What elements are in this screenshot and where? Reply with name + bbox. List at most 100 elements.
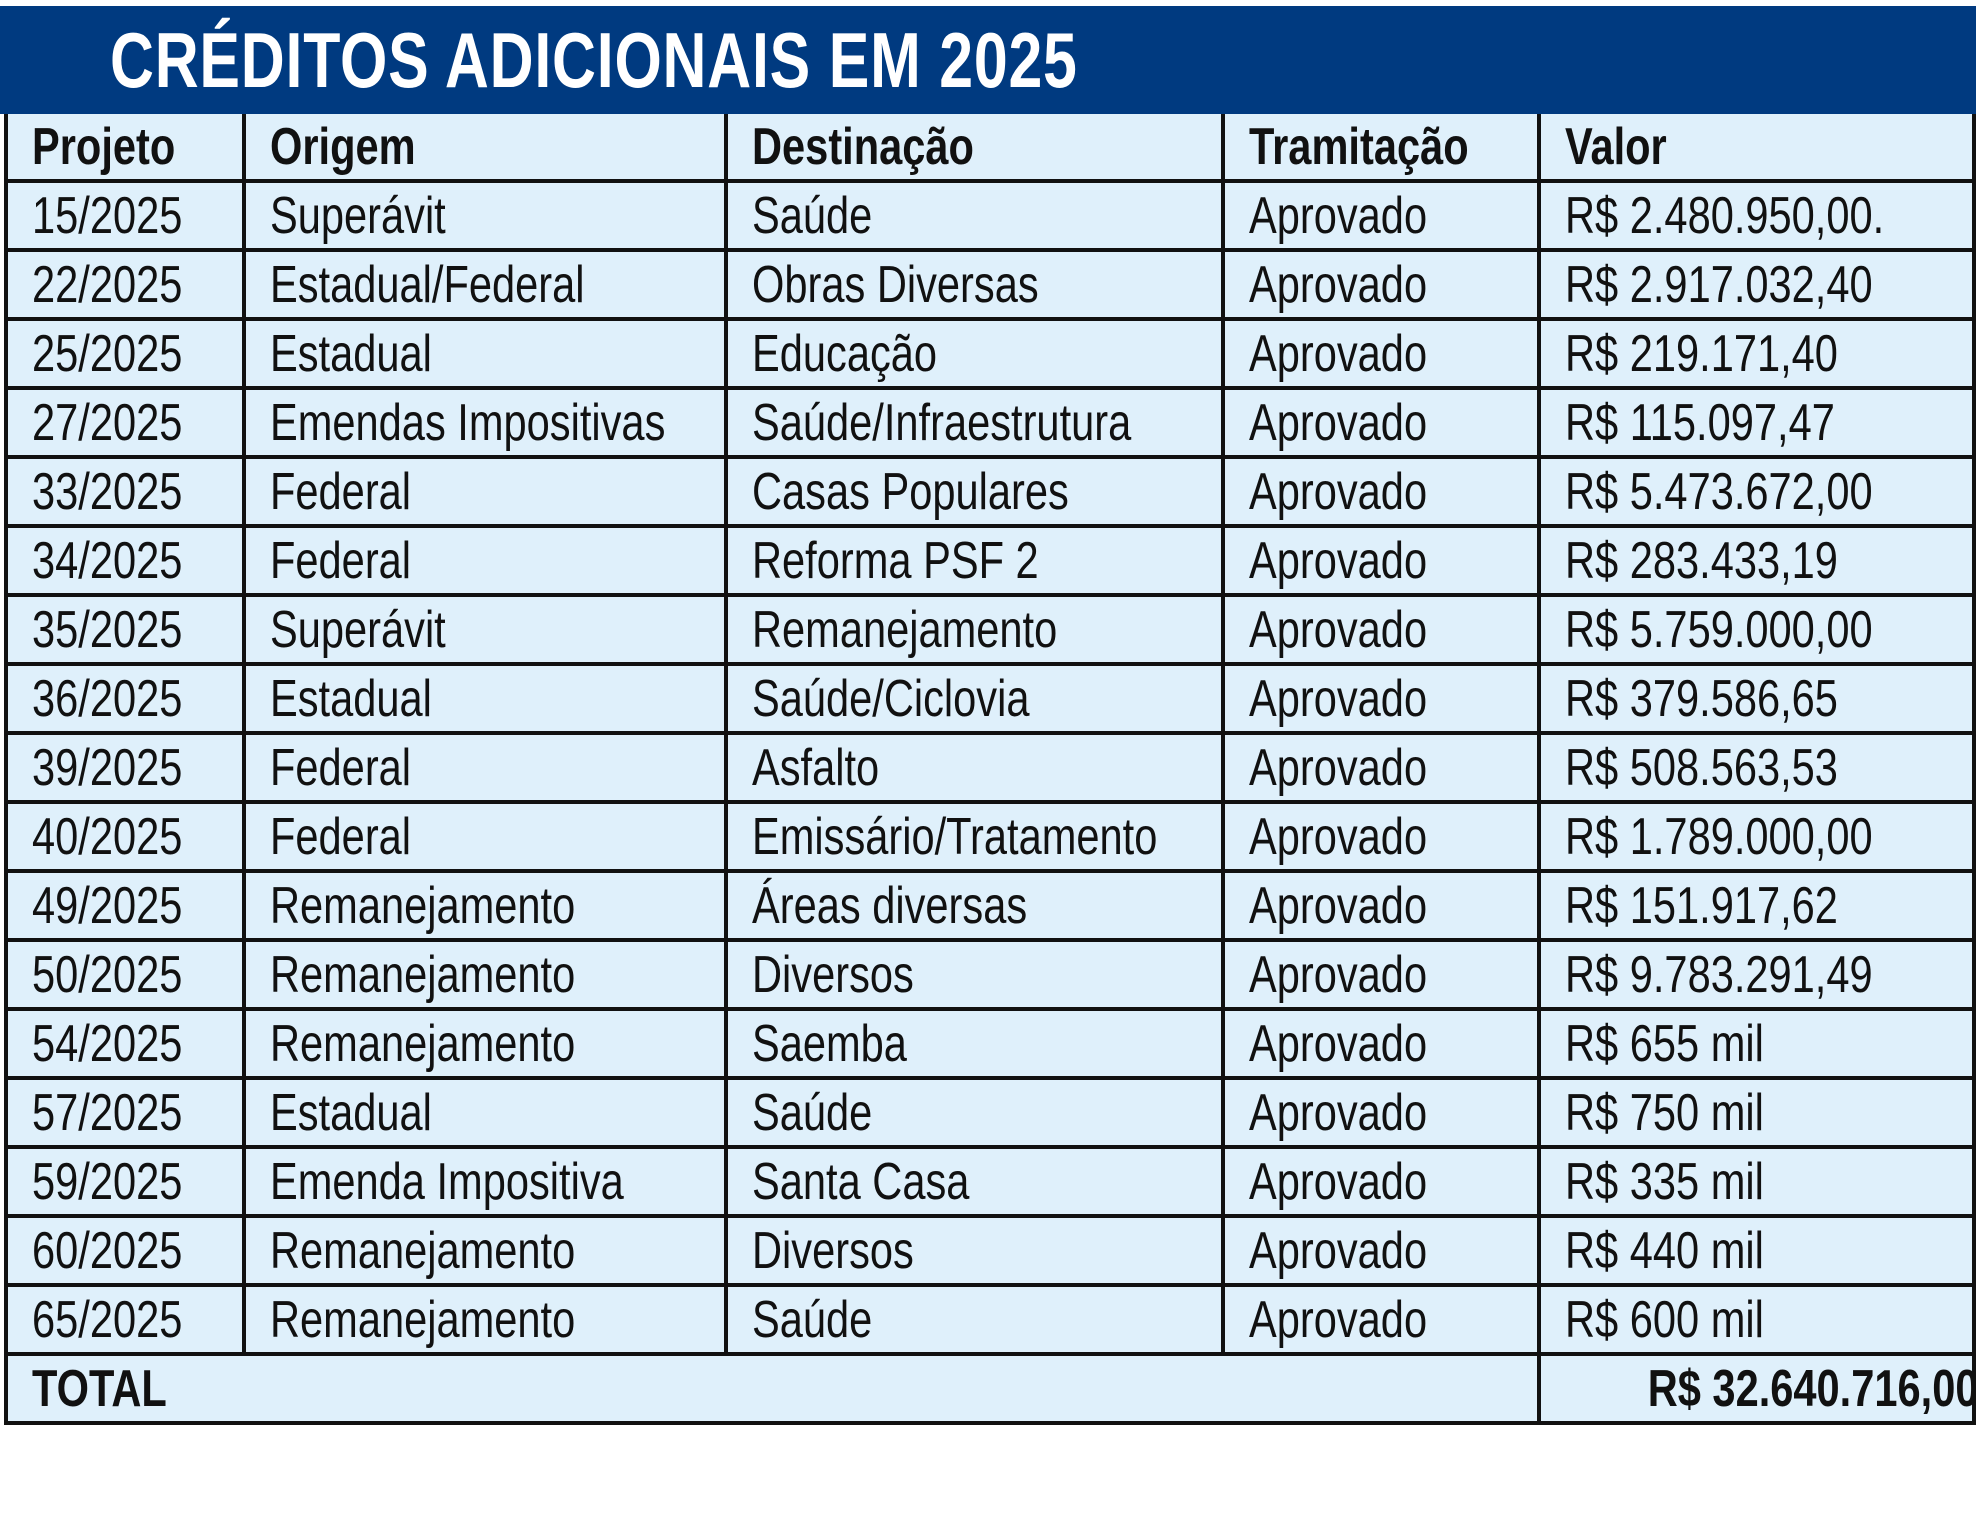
cell-text: Aprovado [1249, 1290, 1428, 1349]
cell-projeto: 59/2025 [4, 1145, 246, 1218]
cell-text: Saúde [752, 1083, 873, 1142]
cell-origem: Remanejamento [242, 1007, 728, 1080]
cell-text: Estadual [270, 1083, 432, 1142]
cell-text: Aprovado [1249, 807, 1428, 866]
cell-text: Remanejamento [270, 945, 576, 1004]
table-row: 35/2025 Superávit Remanejamento Aprovado R$ … [4, 593, 1976, 666]
cell-origem: Emendas Impositivas [242, 386, 728, 459]
cell-text: 59/2025 [32, 1152, 183, 1211]
cell-text: Aprovado [1249, 1152, 1428, 1211]
cell-text: Aprovado [1249, 1083, 1428, 1142]
page-title: CRÉDITOS ADICIONAIS EM 2025 [110, 16, 1078, 104]
cell-text: Remanejamento [270, 1290, 576, 1349]
cell-origem: Estadual [242, 1076, 728, 1149]
cell-text: Aprovado [1249, 600, 1428, 659]
cell-destinacao: Saemba [724, 1007, 1225, 1080]
header-label: Origem [270, 117, 416, 176]
cell-text: Aprovado [1249, 669, 1428, 728]
cell-text: 22/2025 [32, 255, 183, 314]
cell-text: Aprovado [1249, 324, 1428, 383]
cell-text: R$ 2.917.032,40 [1565, 255, 1873, 314]
cell-destinacao: Saúde/Ciclovia [724, 662, 1225, 735]
cell-text: Aprovado [1249, 531, 1428, 590]
cell-origem: Estadual [242, 662, 728, 735]
cell-tramitacao: Aprovado [1221, 731, 1541, 804]
cell-text: Federal [270, 462, 412, 521]
cell-origem: Federal [242, 731, 728, 804]
cell-text: R$ 379.586,65 [1565, 669, 1838, 728]
cell-tramitacao: Aprovado [1221, 1145, 1541, 1218]
cell-tramitacao: Aprovado [1221, 869, 1541, 942]
cell-text: Emendas Impositivas [270, 393, 666, 452]
cell-destinacao: Diversos [724, 1214, 1225, 1287]
header-tramitacao: Tramitação [1221, 114, 1541, 183]
cell-tramitacao: Aprovado [1221, 1076, 1541, 1149]
cell-text: R$ 600 mil [1565, 1290, 1764, 1349]
table-row: 36/2025 Estadual Saúde/Ciclovia Aprovado R$ … [4, 662, 1976, 735]
cell-text: Obras Diversas [752, 255, 1039, 314]
cell-text: Saúde [752, 1290, 873, 1349]
cell-tramitacao: Aprovado [1221, 455, 1541, 528]
cell-origem: Remanejamento [242, 869, 728, 942]
cell-destinacao: Asfalto [724, 731, 1225, 804]
cell-text: R$ 9.783.291,49 [1565, 945, 1873, 1004]
cell-text: 34/2025 [32, 531, 183, 590]
cell-tramitacao: Aprovado [1221, 662, 1541, 735]
table-row: 59/2025 Emenda Impositiva Santa Casa Aprova… [4, 1145, 1976, 1218]
header-origem: Origem [242, 114, 728, 183]
cell-destinacao: Saúde [724, 1076, 1225, 1149]
cell-text: 50/2025 [32, 945, 183, 1004]
cell-projeto: 36/2025 [4, 662, 246, 735]
cell-text: Remanejamento [270, 1221, 576, 1280]
cell-valor: R$ 335 mil [1537, 1145, 1976, 1218]
total-value: R$ 32.640.716,00 [1647, 1359, 1974, 1418]
cell-valor: R$ 5.473.672,00 [1537, 455, 1976, 528]
cell-text: 35/2025 [32, 600, 183, 659]
cell-projeto: 39/2025 [4, 731, 246, 804]
cell-text: Casas Populares [752, 462, 1069, 521]
cell-text: Remanejamento [752, 600, 1058, 659]
cell-projeto: 35/2025 [4, 593, 246, 666]
cell-projeto: 34/2025 [4, 524, 246, 597]
cell-text: Aprovado [1249, 186, 1428, 245]
cell-text: Aprovado [1249, 462, 1428, 521]
cell-projeto: 60/2025 [4, 1214, 246, 1287]
cell-text: Saúde/Infraestrutura [752, 393, 1132, 452]
cell-text: Diversos [752, 1221, 914, 1280]
table-row: 49/2025 Remanejamento Áreas diversas Aprova… [4, 869, 1976, 942]
cell-text: Saúde [752, 186, 873, 245]
cell-text: Aprovado [1249, 945, 1428, 1004]
cell-text: 27/2025 [32, 393, 183, 452]
cell-text: R$ 283.433,19 [1565, 531, 1838, 590]
header-label: Projeto [32, 117, 176, 176]
cell-valor: R$ 508.563,53 [1537, 731, 1976, 804]
cell-valor: R$ 219.171,40 [1537, 317, 1976, 390]
cell-origem: Federal [242, 455, 728, 528]
cell-valor: R$ 283.433,19 [1537, 524, 1976, 597]
cell-origem: Remanejamento [242, 938, 728, 1011]
cell-origem: Estadual/Federal [242, 248, 728, 321]
cell-destinacao: Saúde [724, 1283, 1225, 1356]
cell-text: R$ 655 mil [1565, 1014, 1764, 1073]
cell-projeto: 25/2025 [4, 317, 246, 390]
cell-tramitacao: Aprovado [1221, 1214, 1541, 1287]
cell-tramitacao: Aprovado [1221, 386, 1541, 459]
cell-text: Aprovado [1249, 255, 1428, 314]
cell-text: Federal [270, 807, 412, 866]
cell-text: 57/2025 [32, 1083, 183, 1142]
cell-text: Aprovado [1249, 393, 1428, 452]
cell-destinacao: Santa Casa [724, 1145, 1225, 1218]
cell-valor: R$ 750 mil [1537, 1076, 1976, 1149]
cell-tramitacao: Aprovado [1221, 800, 1541, 873]
cell-destinacao: Áreas diversas [724, 869, 1225, 942]
cell-tramitacao: Aprovado [1221, 938, 1541, 1011]
cell-text: Educação [752, 324, 938, 383]
cell-destinacao: Saúde/Infraestrutura [724, 386, 1225, 459]
cell-destinacao: Reforma PSF 2 [724, 524, 1225, 597]
cell-text: Reforma PSF 2 [752, 531, 1039, 590]
cell-tramitacao: Aprovado [1221, 1007, 1541, 1080]
total-value-cell: R$ 32.640.716,00 [1537, 1352, 1976, 1425]
cell-text: Superávit [270, 600, 446, 659]
header-destinacao: Destinação [724, 114, 1225, 183]
cell-destinacao: Emissário/Tratamento [724, 800, 1225, 873]
